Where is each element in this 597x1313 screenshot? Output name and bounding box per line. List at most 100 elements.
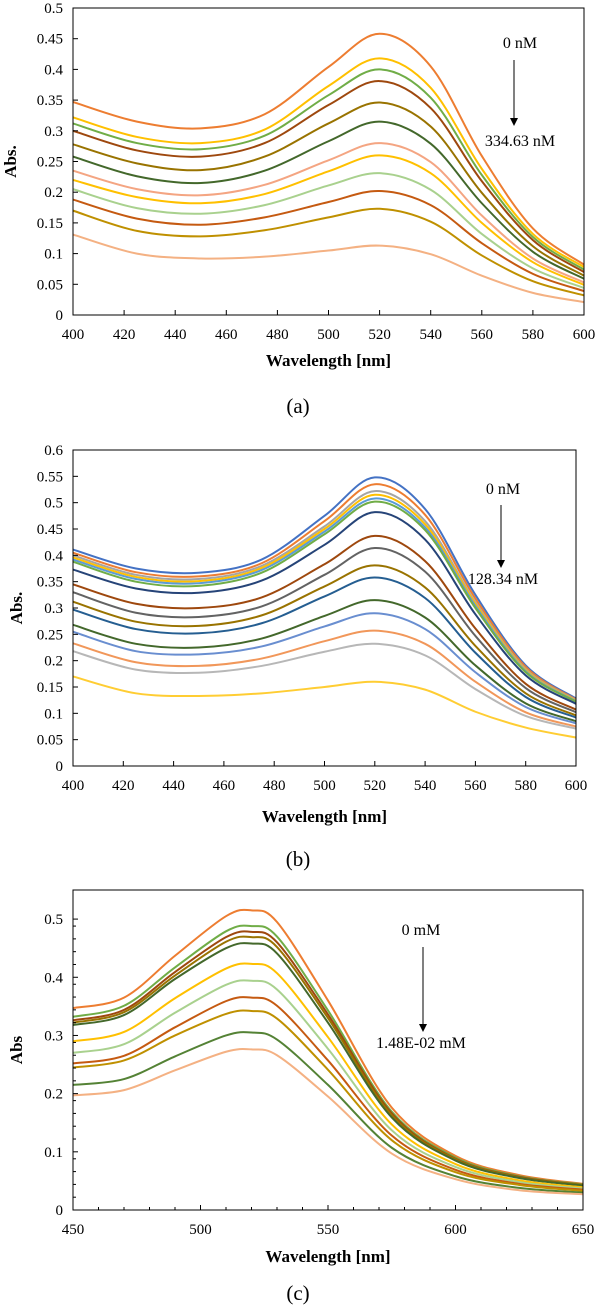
x-tick-label: 550 bbox=[317, 1222, 340, 1238]
y-tick-label: 0.5 bbox=[44, 912, 63, 928]
y-tick-label: 0.15 bbox=[37, 680, 63, 696]
series-line bbox=[72, 207, 585, 297]
x-tick-label: 400 bbox=[62, 327, 85, 343]
y-tick-label: 0.6 bbox=[44, 443, 63, 459]
annotation-arrow-head bbox=[419, 1024, 427, 1032]
y-tick-label: 0.4 bbox=[44, 548, 63, 564]
series-line bbox=[72, 483, 577, 701]
series-line bbox=[72, 612, 577, 725]
y-tick-label: 0.25 bbox=[37, 627, 63, 643]
x-axis-title: Wavelength [nm] bbox=[265, 1247, 390, 1266]
y-tick-label: 0.05 bbox=[37, 733, 63, 749]
x-tick-label: 460 bbox=[213, 778, 236, 794]
series-line bbox=[72, 32, 585, 266]
x-tick-label: 400 bbox=[62, 778, 85, 794]
annotation-end-label: 128.34 nM bbox=[468, 571, 538, 588]
annotation-start-label: 0 nM bbox=[486, 481, 520, 498]
series-line bbox=[72, 534, 577, 711]
x-tick-label: 420 bbox=[112, 778, 135, 794]
series-line bbox=[72, 142, 585, 284]
series-line bbox=[72, 996, 584, 1191]
series-line bbox=[72, 1031, 584, 1194]
series-line bbox=[72, 500, 577, 703]
x-tick-label: 480 bbox=[263, 778, 286, 794]
x-tick-label: 500 bbox=[317, 327, 340, 343]
panel-caption: (a) bbox=[286, 394, 309, 418]
y-tick-label: 0.1 bbox=[44, 1145, 63, 1161]
y-tick-label: 0.5 bbox=[44, 496, 63, 512]
y-axis-title: Abs bbox=[7, 1035, 26, 1064]
chart-panel-1: 400 420 440 460 480 500 520 540 560 580 600 0 0.05 0.… bbox=[7, 443, 587, 871]
x-tick-label: 600 bbox=[573, 327, 596, 343]
series-line bbox=[72, 942, 584, 1187]
series-line bbox=[72, 924, 584, 1186]
y-tick-label: 0.4 bbox=[44, 970, 63, 986]
y-tick-label: 0.3 bbox=[44, 1028, 63, 1044]
y-tick-label: 0.05 bbox=[37, 277, 63, 293]
x-tick-label: 480 bbox=[266, 327, 289, 343]
y-tick-label: 0.55 bbox=[37, 469, 63, 485]
y-tick-label: 0.5 bbox=[44, 1, 63, 17]
series-line bbox=[72, 930, 584, 1186]
x-tick-label: 650 bbox=[572, 1222, 595, 1238]
annotation-arrow-head bbox=[510, 118, 518, 126]
series-line bbox=[72, 80, 585, 273]
y-tick-label: 0 bbox=[56, 759, 64, 775]
series-line bbox=[72, 101, 585, 277]
annotation-end-label: 1.48E-02 mM bbox=[376, 1035, 466, 1052]
x-tick-label: 580 bbox=[522, 327, 545, 343]
series-line bbox=[72, 546, 577, 714]
series-line bbox=[72, 576, 577, 719]
y-tick-label: 0 bbox=[56, 308, 64, 324]
y-tick-label: 0.3 bbox=[44, 601, 63, 617]
y-tick-label: 0.4 bbox=[44, 62, 63, 78]
x-tick-label: 500 bbox=[313, 778, 336, 794]
y-tick-label: 0.25 bbox=[37, 155, 63, 171]
x-tick-label: 440 bbox=[162, 778, 185, 794]
y-tick-label: 0.35 bbox=[37, 575, 63, 591]
series-line bbox=[72, 675, 577, 739]
series-line bbox=[72, 154, 585, 286]
x-tick-label: 540 bbox=[419, 327, 442, 343]
x-tick-label: 600 bbox=[444, 1222, 467, 1238]
y-tick-label: 0.3 bbox=[44, 124, 63, 140]
y-tick-label: 0.45 bbox=[37, 522, 63, 538]
series-line bbox=[72, 68, 585, 271]
annotation-arrow-head bbox=[497, 560, 505, 568]
x-tick-label: 540 bbox=[414, 778, 437, 794]
series-line bbox=[72, 511, 577, 705]
y-tick-label: 0.2 bbox=[44, 654, 63, 670]
series-line bbox=[72, 1047, 584, 1196]
series-line bbox=[72, 629, 577, 728]
x-tick-label: 500 bbox=[189, 1222, 212, 1238]
chart-panel-2: 450 500 550 600 650 0 0.1 0.2 0.3 0.4 0.5 Wavelengt… bbox=[7, 889, 595, 1305]
x-tick-label: 560 bbox=[471, 327, 494, 343]
x-axis-title: Wavelength [nm] bbox=[262, 807, 387, 826]
x-tick-label: 420 bbox=[113, 327, 136, 343]
series-line bbox=[72, 172, 585, 289]
x-axis-title: Wavelength [nm] bbox=[266, 351, 391, 370]
annotation-start-label: 0 nM bbox=[503, 35, 537, 52]
y-axis-title: Abs. bbox=[1, 145, 20, 178]
series-line bbox=[72, 1009, 584, 1192]
series-line bbox=[72, 642, 577, 730]
y-tick-label: 0.35 bbox=[37, 93, 63, 109]
x-tick-label: 520 bbox=[364, 778, 387, 794]
x-tick-label: 560 bbox=[464, 778, 487, 794]
x-tick-label: 460 bbox=[215, 327, 238, 343]
y-tick-label: 0 bbox=[56, 1203, 64, 1219]
x-tick-label: 450 bbox=[62, 1222, 85, 1238]
annotation-end-label: 334.63 nM bbox=[485, 133, 555, 150]
y-tick-label: 0.15 bbox=[37, 216, 63, 232]
y-axis-title: Abs. bbox=[7, 592, 26, 625]
panel-caption: (b) bbox=[286, 847, 311, 871]
x-tick-label: 580 bbox=[514, 778, 537, 794]
series-line bbox=[72, 476, 577, 700]
series-line bbox=[72, 962, 584, 1189]
series-line bbox=[72, 233, 585, 304]
y-tick-label: 0.1 bbox=[44, 247, 63, 263]
annotation-start-label: 0 mM bbox=[402, 922, 441, 939]
series-line bbox=[72, 908, 584, 1185]
y-tick-label: 0.2 bbox=[44, 1087, 63, 1103]
